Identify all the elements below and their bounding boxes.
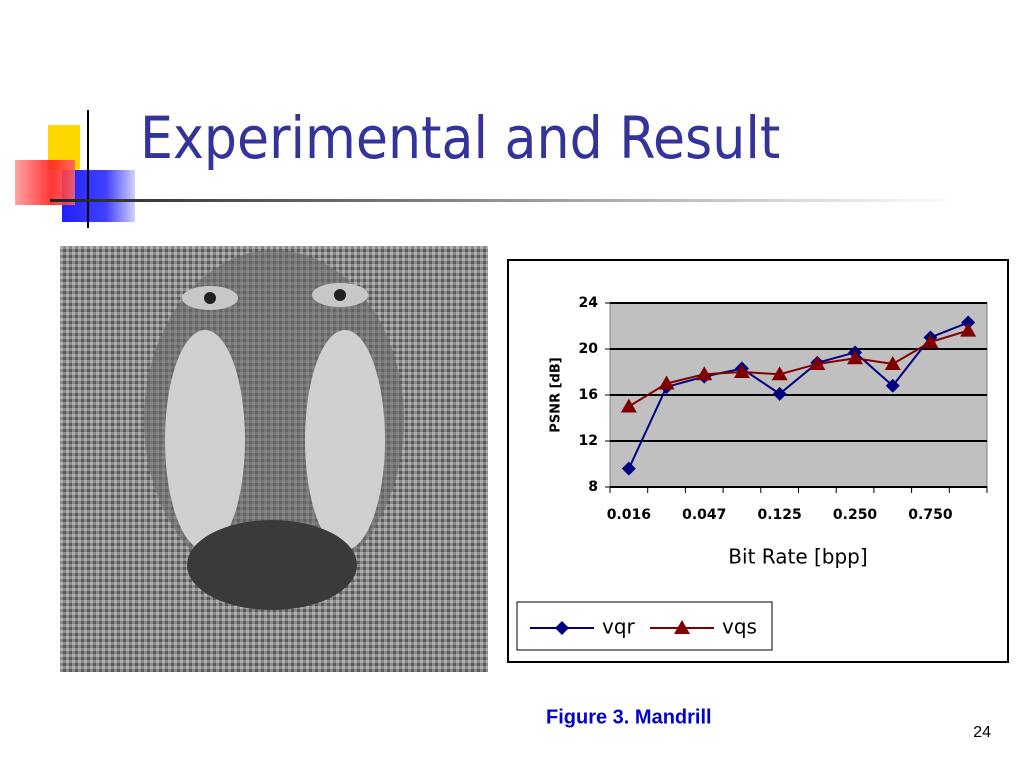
x-tick-label: 0.750	[908, 507, 953, 523]
y-tick-label: 12	[579, 433, 598, 449]
title-decoration	[15, 110, 960, 228]
data-point	[885, 378, 900, 393]
x-tick-label: 0.047	[682, 507, 726, 523]
mandrill-image	[60, 246, 488, 672]
x-tick-label: 0.250	[833, 507, 878, 523]
x-axis-label: Bit Rate [bpp]	[728, 545, 867, 569]
y-tick-label: 24	[579, 295, 599, 311]
data-point	[960, 322, 977, 337]
data-point	[809, 355, 826, 370]
caption: Figure 3. Mandrill	[546, 706, 712, 728]
legend-marker	[674, 620, 690, 634]
series-line	[628, 329, 969, 408]
legend-label: vqr	[602, 615, 636, 639]
y-tick-label: 16	[579, 387, 598, 403]
x-tick-label: 0.016	[607, 507, 651, 523]
data-point	[922, 334, 939, 349]
data-point	[733, 364, 750, 378]
series-line	[627, 321, 969, 470]
slide-title: Experimental and Result	[140, 104, 780, 172]
y-tick-label: 20	[579, 341, 599, 357]
data-point	[771, 366, 788, 381]
data-point	[772, 386, 787, 401]
data-point	[884, 355, 901, 370]
data-point	[847, 350, 864, 365]
data-point	[621, 461, 636, 476]
legend-marker	[555, 621, 569, 635]
y-axis-label: PSNR [dB]	[549, 357, 564, 432]
data-point	[620, 398, 637, 413]
y-tick-label: 8	[588, 479, 598, 495]
page-number: 24	[973, 724, 991, 741]
data-point	[658, 375, 675, 390]
data-point	[961, 315, 976, 330]
data-point	[696, 366, 713, 381]
legend-label: vqs	[722, 615, 757, 639]
x-tick-label: 0.125	[758, 507, 802, 523]
